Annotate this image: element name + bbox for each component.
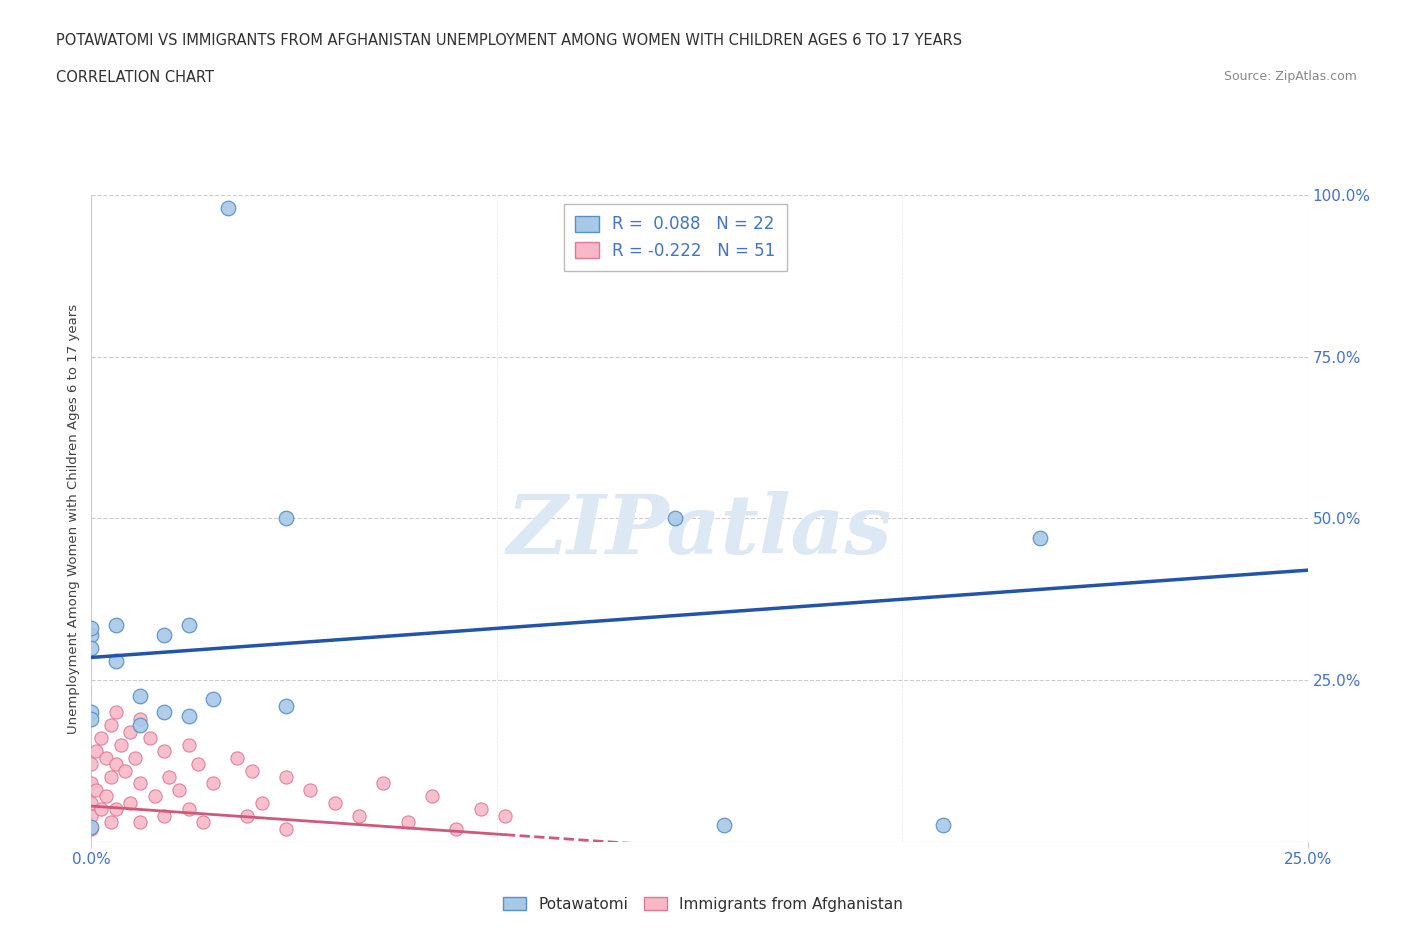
Point [80,821,103,836]
Point [420,789,443,804]
Point [444,821,467,836]
Point [250,795,273,810]
Point [226,751,249,765]
Point [120,795,142,810]
Point [94,789,117,804]
Point [177,708,200,723]
Text: ZIPatlas: ZIPatlas [506,491,893,571]
Point [100,770,122,785]
Point [129,815,152,830]
Point [177,802,200,817]
Point [202,776,225,790]
Point [1029,530,1052,545]
Point [274,698,297,713]
Point [202,692,225,707]
Point [104,802,127,817]
Point [177,618,200,632]
Point [104,618,127,632]
Point [323,795,346,810]
Point [153,744,176,759]
Point [80,628,103,643]
Point [153,705,176,720]
Point [120,724,142,739]
Point [664,512,686,526]
Point [187,757,209,772]
Point [80,776,103,790]
Point [240,764,263,778]
Point [153,808,176,823]
Point [129,776,152,790]
Point [494,808,516,823]
Point [80,641,103,656]
Point [90,731,112,746]
Point [299,782,322,797]
Point [80,757,103,772]
Point [396,815,419,830]
Point [110,737,132,752]
Point [274,770,297,785]
Legend: R =  0.088   N = 22, R = -0.222   N = 51: R = 0.088 N = 22, R = -0.222 N = 51 [564,204,787,272]
Point [80,705,103,720]
Point [347,808,370,823]
Point [80,795,103,810]
Point [80,820,103,835]
Point [470,802,492,817]
Point [373,776,395,790]
Text: Source: ZipAtlas.com: Source: ZipAtlas.com [1223,70,1357,83]
Point [217,201,239,216]
Point [104,757,127,772]
Point [94,751,117,765]
Point [274,512,297,526]
Point [157,770,180,785]
Point [153,628,176,643]
Point [177,737,200,752]
Point [100,815,122,830]
Point [129,711,152,726]
Point [931,818,953,833]
Point [114,764,136,778]
Point [129,718,152,733]
Y-axis label: Unemployment Among Women with Children Ages 6 to 17 years: Unemployment Among Women with Children A… [67,303,80,734]
Point [139,731,162,746]
Point [84,782,107,797]
Point [80,621,103,636]
Point [193,815,215,830]
Point [143,789,166,804]
Point [104,705,127,720]
Point [167,782,190,797]
Legend: Potawatomi, Immigrants from Afghanistan: Potawatomi, Immigrants from Afghanistan [498,890,908,918]
Point [80,808,103,823]
Point [100,718,122,733]
Point [274,821,297,836]
Point [124,751,146,765]
Point [90,802,112,817]
Point [129,689,152,704]
Text: POTAWATOMI VS IMMIGRANTS FROM AFGHANISTAN UNEMPLOYMENT AMONG WOMEN WITH CHILDREN: POTAWATOMI VS IMMIGRANTS FROM AFGHANISTA… [56,33,962,47]
Point [236,808,259,823]
Point [713,818,735,833]
Point [80,711,103,726]
Point [84,744,107,759]
Point [104,653,127,668]
Text: CORRELATION CHART: CORRELATION CHART [56,70,214,85]
